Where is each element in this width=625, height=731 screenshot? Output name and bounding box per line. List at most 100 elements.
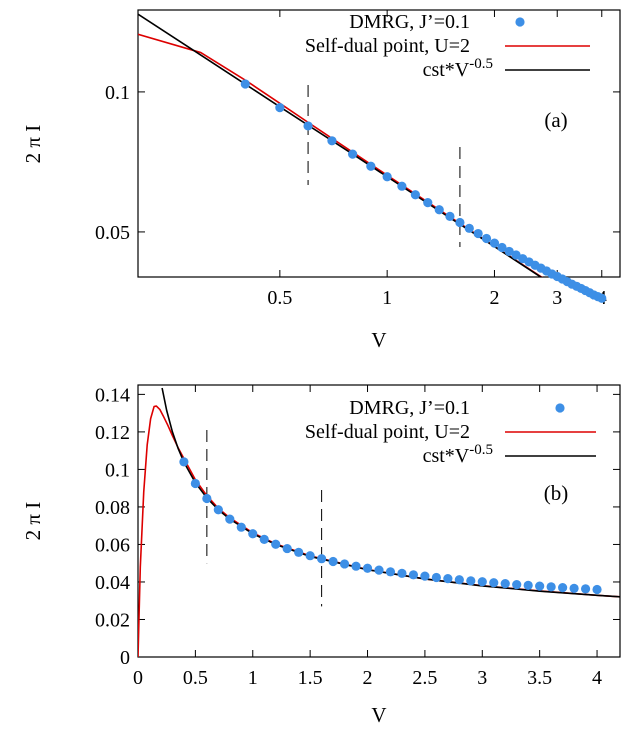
panel-b-dmrg-point — [237, 523, 246, 532]
panel-a-dmrg-point — [465, 224, 474, 233]
panel-a-xtick-label: 3 — [552, 287, 562, 309]
panel-b-dmrg-point — [294, 548, 303, 557]
panel-b-dmrg-point — [179, 457, 188, 466]
panel-a-xtick-label: 1 — [382, 287, 392, 309]
panel-a-xlabel: V — [371, 328, 386, 352]
panel-b-xtick-label: 4 — [592, 667, 602, 689]
panel-a-dmrg-point — [348, 149, 357, 158]
panel-b-dmrg-point — [501, 579, 510, 588]
panel-b-dmrg-point — [351, 562, 360, 571]
panel-a-dmrg-point — [474, 229, 483, 238]
panel-b-dmrg-point — [397, 569, 406, 578]
panel-b-dmrg-point — [225, 515, 234, 524]
panel-a-dmrg-point — [303, 121, 312, 130]
panel-b-ytick-label: 0.12 — [95, 422, 130, 444]
panel-b-curve-self-dual — [138, 406, 620, 657]
panel-b-ytick-label: 0 — [120, 647, 130, 669]
panel-a-dmrg-point — [327, 136, 336, 145]
panel-b-xtick-label: 0 — [133, 667, 143, 689]
panel-b-dmrg-point — [340, 559, 349, 568]
panel-a-dmrg-point — [241, 79, 250, 88]
panel-b-dmrg-point — [306, 551, 315, 560]
panel-b-dmrg-point — [524, 581, 533, 590]
panel-b-dmrg-point — [214, 505, 223, 514]
panel-b-dmrg-point — [569, 584, 578, 593]
panel-b-ytick-label: 0.06 — [95, 534, 130, 556]
panel-b-dmrg-point — [271, 540, 280, 549]
panel-a-dmrg-point — [366, 162, 375, 171]
panel-b-xtick-label: 2.5 — [412, 667, 437, 689]
panel-b-dmrg-point — [512, 580, 521, 589]
panel-b-xlabel: V — [371, 703, 386, 727]
panel-a-ytick-label: 0.05 — [95, 222, 130, 244]
panel-b-xtick-label: 3.5 — [527, 667, 552, 689]
panel-a-panel-label: (a) — [544, 108, 567, 132]
panel-b-dmrg-point — [581, 584, 590, 593]
panel-b-dmrg-point — [466, 576, 475, 585]
panel-a-dmrg-point — [482, 234, 491, 243]
panel-b-dmrg-point — [386, 567, 395, 576]
panel-b-xtick-label: 2 — [363, 667, 373, 689]
panel-b-legend-label: DMRG, J’=0.1 — [349, 397, 470, 419]
panel-b-chart: 0 0.5 1 1.5 2 2.5 3 3.5 4 0 0.02 0.04 0.06 0.08 0.1 0.1… — [21, 384, 620, 727]
panel-b-ytick-label: 0.14 — [95, 384, 130, 406]
panel-a-xtick-label: 2 — [489, 287, 499, 309]
panel-b-dmrg-point — [592, 585, 601, 594]
panel-a-ylabel: 2 π I — [21, 125, 45, 164]
panel-b-dmrg-point — [191, 479, 200, 488]
panel-a-dmrg-point — [455, 218, 464, 227]
panel-a-dmrg-point — [397, 182, 406, 191]
panel-b-dmrg-point — [317, 554, 326, 563]
panel-b-panel-label: (b) — [544, 481, 569, 505]
panel-a-curves — [138, 14, 620, 328]
panel-a-curve-self-dual — [138, 34, 620, 328]
panel-b-dmrg-point — [260, 535, 269, 544]
panel-a-curve-power-law — [138, 14, 620, 328]
panel-a-dmrg-point — [597, 294, 606, 303]
panel-b-xtick-label: 1.5 — [298, 667, 323, 689]
panel-b-dmrg-point — [432, 573, 441, 582]
panel-b-dmrg-point — [489, 578, 498, 587]
panel-b-xtick-label: 1 — [248, 667, 258, 689]
panel-a-ytick-label: 0.1 — [105, 82, 130, 104]
panel-b-dmrg-point — [374, 566, 383, 575]
panel-b-dmrg-point — [202, 494, 211, 503]
panel-a-legend-label: Self-dual point, U=2 — [305, 35, 470, 57]
panel-b-dmrg-point — [363, 564, 372, 573]
panel-b-dmrg-point — [409, 570, 418, 579]
panel-a-legend-label: cst*V-0.5 — [423, 56, 493, 81]
panel-b-xtick-label: 0.5 — [183, 667, 208, 689]
panel-b-dmrg-point — [558, 583, 567, 592]
panel-a-dmrg-point — [445, 212, 454, 221]
panel-b-legend-point-symbol — [555, 403, 564, 412]
panel-b-xtick-label: 3 — [477, 667, 487, 689]
panel-a-legend-point-symbol — [515, 17, 524, 26]
panel-b-legend-label: cst*V-0.5 — [423, 442, 493, 467]
panel-b-ylabel: 2 π I — [21, 502, 45, 541]
panel-a-dmrg-point — [423, 198, 432, 207]
panel-b-dmrg-point — [443, 574, 452, 583]
panel-a-legend-label: DMRG, J’=0.1 — [349, 11, 470, 33]
panel-b-dmrg-point — [455, 575, 464, 584]
panel-b-dmrg-point — [535, 581, 544, 590]
panel-b-dmrg-point — [283, 544, 292, 553]
panel-b-legend-label: Self-dual point, U=2 — [305, 421, 470, 443]
panel-a-dmrg-point — [275, 103, 284, 112]
panel-b-dmrg-point — [478, 577, 487, 586]
panel-b-ytick-label: 0.04 — [95, 572, 130, 594]
panel-a-dmrg-point — [383, 172, 392, 181]
panel-a-dmrg-point — [411, 190, 420, 199]
panel-b-ytick-label: 0.08 — [95, 497, 130, 519]
panel-a-dmrg-point — [435, 205, 444, 214]
panel-b-dmrg-point — [420, 572, 429, 581]
panel-b-dmrg-point — [248, 529, 257, 538]
panel-b-ytick-label: 0.02 — [95, 609, 130, 631]
panel-a-xtick-label: 0.5 — [267, 287, 292, 309]
panel-b-dmrg-point — [328, 557, 337, 566]
panel-b-dmrg-point — [547, 582, 556, 591]
panel-b-ytick-label: 0.1 — [105, 459, 130, 481]
